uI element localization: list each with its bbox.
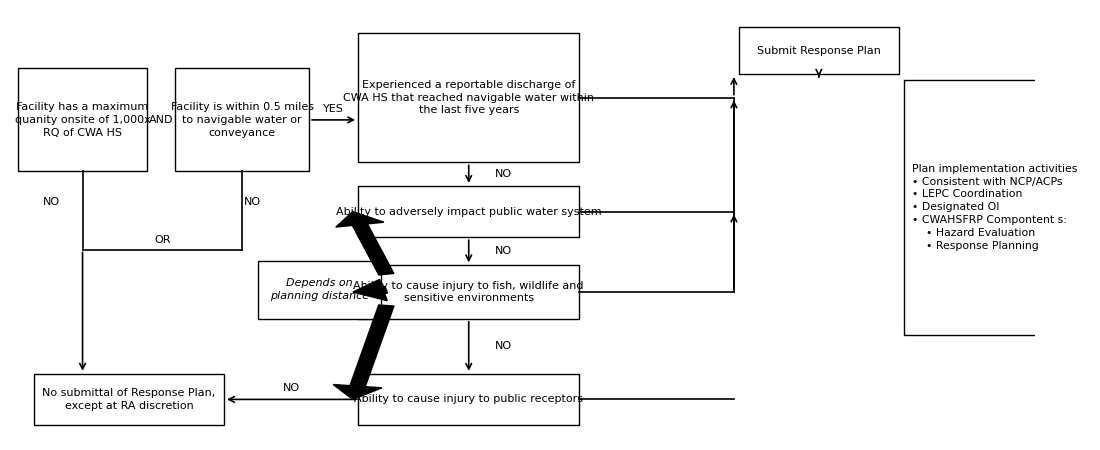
Text: Ability to cause injury to fish, wildlife and
sensitive environments: Ability to cause injury to fish, wildlif…	[353, 281, 584, 303]
FancyBboxPatch shape	[739, 27, 899, 74]
Text: YES: YES	[323, 104, 344, 114]
Text: NO: NO	[244, 197, 261, 207]
FancyBboxPatch shape	[904, 80, 1064, 334]
Text: Depends on
planning distance: Depends on planning distance	[270, 279, 368, 301]
FancyBboxPatch shape	[34, 374, 224, 425]
FancyBboxPatch shape	[19, 68, 147, 171]
FancyArrow shape	[333, 305, 394, 400]
FancyBboxPatch shape	[175, 68, 309, 171]
Text: Facility is within 0.5 miles
to navigable water or
conveyance: Facility is within 0.5 miles to navigabl…	[170, 102, 314, 138]
FancyBboxPatch shape	[358, 374, 580, 425]
Text: NO: NO	[43, 197, 60, 207]
Text: Plan implementation activities
• Consistent with NCP/ACPs
• LEPC Coordination
• : Plan implementation activities • Consist…	[912, 164, 1077, 251]
Text: Submit Response Plan: Submit Response Plan	[757, 45, 881, 56]
Text: NO: NO	[495, 169, 512, 179]
FancyArrow shape	[336, 212, 394, 275]
Text: NO: NO	[283, 383, 299, 393]
Text: Ability to cause injury to public receptors: Ability to cause injury to public recept…	[354, 394, 583, 405]
Text: Ability to adversely impact public water system: Ability to adversely impact public water…	[336, 207, 602, 216]
Text: No submittal of Response Plan,
except at RA discretion: No submittal of Response Plan, except at…	[42, 388, 216, 411]
Text: AND: AND	[148, 115, 174, 125]
FancyBboxPatch shape	[358, 265, 580, 319]
FancyBboxPatch shape	[358, 33, 580, 162]
Text: Facility has a maximum
quanity onsite of 1,000x
RQ of CWA HS: Facility has a maximum quanity onsite of…	[14, 102, 151, 138]
FancyBboxPatch shape	[358, 186, 580, 237]
FancyBboxPatch shape	[257, 261, 382, 319]
Text: OR: OR	[154, 235, 170, 245]
Text: NO: NO	[495, 341, 512, 351]
Text: NO: NO	[495, 246, 512, 256]
Text: Experienced a reportable discharge of
CWA HS that reached navigable water within: Experienced a reportable discharge of CW…	[343, 80, 594, 115]
FancyArrow shape	[353, 279, 387, 301]
